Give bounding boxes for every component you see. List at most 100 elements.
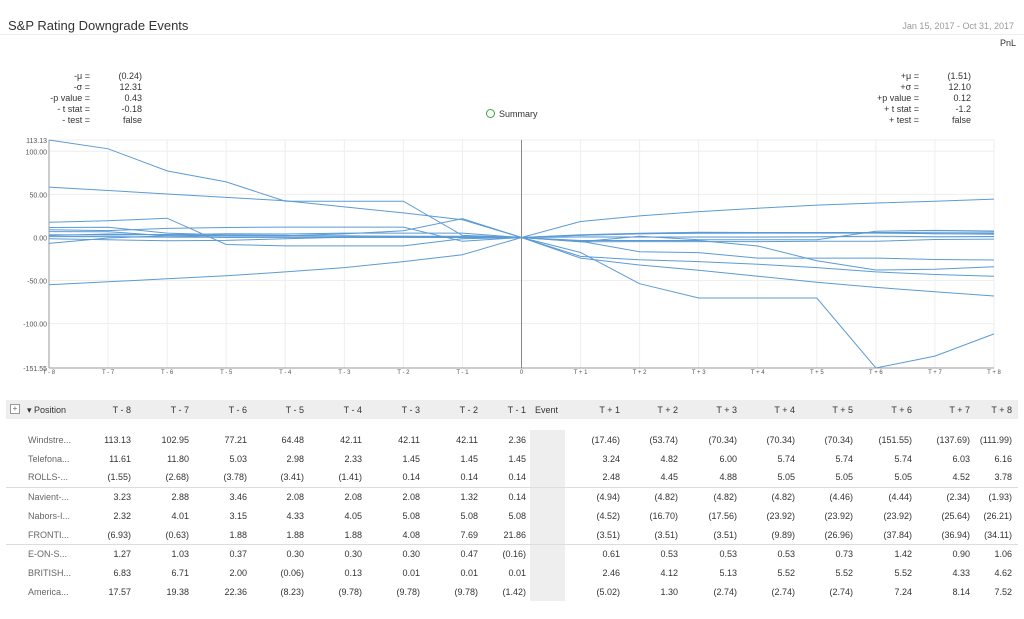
x-tick-label: T + 3: [692, 370, 706, 376]
table-cell: 0.37: [229, 549, 247, 559]
positive-stat-row: +μ = (1.51): [833, 71, 971, 82]
table-cell: 0.53: [777, 549, 795, 559]
table-cell: 7.24: [894, 587, 912, 597]
table-cell: (151.55): [878, 435, 912, 445]
y-tick-label: -50.00: [27, 279, 47, 286]
column-header[interactable]: T - 8: [112, 405, 131, 415]
position-name[interactable]: Windstre...: [28, 435, 72, 445]
column-header[interactable]: T + 8: [991, 405, 1012, 415]
position-name[interactable]: BRITISH...: [28, 568, 72, 578]
table-cell: (3.51): [713, 530, 737, 540]
x-tick-label: T - 7: [102, 370, 115, 376]
y-tick-label: 100.00: [26, 149, 48, 156]
table-cell: 1.45: [508, 454, 526, 464]
negative-stat-value: false: [122, 115, 142, 125]
table-cell: (4.44): [888, 492, 912, 502]
negative-stat-row: -μ = (0.24): [0, 71, 142, 82]
column-header[interactable]: T + 4: [774, 405, 795, 415]
position-name[interactable]: FRONTI...: [28, 530, 69, 540]
table-cell: 1.03: [171, 549, 189, 559]
table-cell: 19.38: [166, 587, 189, 597]
positive-stats: +μ = (1.51) +σ = 12.10 +p value = 0.12 + t sta…: [833, 71, 971, 126]
negative-stats: -μ = (0.24) -σ = 12.31 -p value = 0.43- t sta…: [0, 71, 142, 126]
x-tick-label: T - 1: [456, 370, 469, 376]
x-tick-label: T + 6: [869, 370, 883, 376]
position-name[interactable]: Nabors-I...: [28, 511, 71, 521]
position-name[interactable]: Navient-...: [28, 492, 70, 502]
table-cell: 4.52: [952, 472, 970, 482]
table-cell: 3.23: [113, 492, 131, 502]
x-tick-label: T + 2: [633, 370, 647, 376]
y-tick-label: 50.00: [29, 192, 47, 199]
table-cell: (2.74): [829, 587, 853, 597]
table-cell: 22.36: [224, 587, 247, 597]
column-header[interactable]: T - 1: [507, 405, 526, 415]
position-name[interactable]: ROLLS-...: [28, 472, 69, 482]
table-cell: 4.45: [660, 472, 678, 482]
position-name[interactable]: E-ON-S...: [28, 549, 68, 559]
table-cell: 4.33: [952, 568, 970, 578]
table-cell: 0.01: [508, 568, 526, 578]
column-header[interactable]: T - 3: [401, 405, 420, 415]
table-cell: (9.78): [338, 587, 362, 597]
table-cell: 0.13: [344, 568, 362, 578]
table-cell: (2.34): [946, 492, 970, 502]
pnl-label[interactable]: PnL: [999, 38, 1016, 48]
table-cell: 3.46: [229, 492, 247, 502]
table-cell: 1.88: [344, 530, 362, 540]
table-cell: 1.27: [113, 549, 131, 559]
table-cell: 6.00: [719, 454, 737, 464]
table-cell: (2.74): [713, 587, 737, 597]
x-tick-label: T - 2: [397, 370, 410, 376]
table-cell: (37.84): [883, 530, 912, 540]
table-cell: 4.05: [344, 511, 362, 521]
table-cell: 42.11: [456, 435, 478, 445]
table-cell: 7.69: [460, 530, 478, 540]
table-cell: (1.41): [338, 472, 362, 482]
column-header[interactable]: T + 3: [716, 405, 737, 415]
table-cell: (23.92): [883, 511, 912, 521]
table-cell: (0.06): [280, 568, 304, 578]
table-cell: 0.14: [402, 472, 420, 482]
table-cell: 5.52: [835, 568, 853, 578]
column-header[interactable]: T + 7: [949, 405, 970, 415]
table-cell: 4.08: [402, 530, 420, 540]
table-header-bar: [6, 400, 1018, 419]
table-cell: 11.61: [109, 454, 131, 464]
column-header[interactable]: T + 5: [832, 405, 853, 415]
date-range[interactable]: Jan 15, 2017 - Oct 31, 2017: [902, 21, 1014, 31]
position-column-header[interactable]: ▾ Position: [27, 405, 67, 415]
summary-legend[interactable]: Summary: [486, 109, 538, 119]
column-header[interactable]: T - 5: [285, 405, 304, 415]
event-column-shade: [530, 430, 565, 601]
table-cell: 2.32: [113, 511, 131, 521]
position-name[interactable]: America...: [28, 587, 69, 597]
negative-stat-key: -σ =: [73, 82, 90, 92]
positive-stat-key: +p value =: [876, 93, 919, 103]
table-cell: 2.00: [229, 568, 247, 578]
table-cell: 6.71: [171, 568, 189, 578]
column-header[interactable]: T - 2: [459, 405, 478, 415]
column-header[interactable]: T + 1: [599, 405, 620, 415]
x-tick-label: T - 3: [338, 370, 351, 376]
table-cell: 64.48: [281, 435, 304, 445]
position-name[interactable]: Telefona...: [28, 454, 70, 464]
negative-stat-value: -0.18: [121, 104, 142, 114]
table-cell: (26.96): [824, 530, 853, 540]
table-cell: (137.69): [936, 435, 970, 445]
table-cell: (6.93): [107, 530, 131, 540]
table-cell: 1.45: [460, 454, 478, 464]
column-header[interactable]: T - 7: [170, 405, 189, 415]
positive-stat-value: -1.2: [955, 104, 971, 114]
column-header[interactable]: T - 6: [228, 405, 247, 415]
column-header[interactable]: T + 6: [891, 405, 912, 415]
expand-toggle-button[interactable]: +: [10, 404, 20, 414]
table-cell: (36.94): [941, 530, 970, 540]
negative-stat-row: - test = false: [0, 115, 142, 126]
table-cell: 0.73: [835, 549, 853, 559]
table-cell: 0.30: [344, 549, 362, 559]
table-cell: (9.78): [396, 587, 420, 597]
table-cell: (53.74): [649, 435, 678, 445]
column-header[interactable]: T + 2: [657, 405, 678, 415]
column-header[interactable]: T - 4: [343, 405, 362, 415]
